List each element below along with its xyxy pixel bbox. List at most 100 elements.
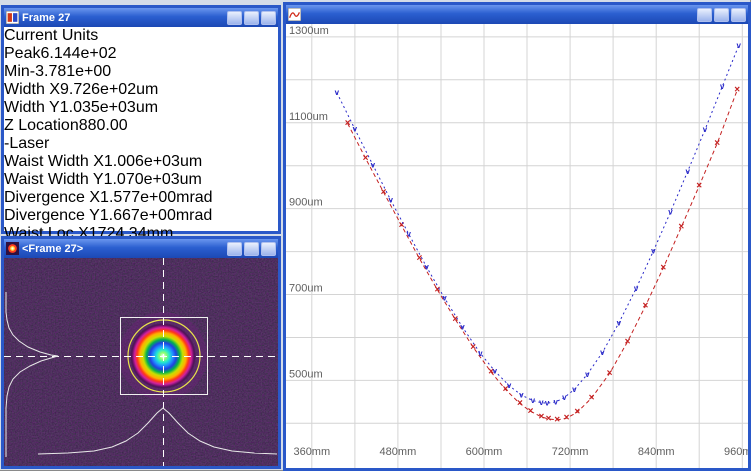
- close-button[interactable]: [261, 10, 276, 25]
- x-tick-labels: 360mm 480mm 600mm 720mm 840mm 960mm: [293, 446, 751, 458]
- chart-titlebar[interactable]: [286, 5, 748, 24]
- stats-header: Current Units: [4, 27, 278, 45]
- column-header-units: Units: [61, 27, 99, 44]
- data-marker: v: [585, 370, 590, 379]
- data-marker: ×: [734, 85, 740, 96]
- data-marker: v: [668, 208, 673, 217]
- svg-text:360mm: 360mm: [293, 446, 330, 458]
- data-marker: v: [424, 263, 429, 272]
- svg-text:1300um: 1300um: [289, 25, 329, 37]
- stat-value: 1.577e+00: [100, 189, 177, 206]
- data-marker: ×: [503, 384, 509, 395]
- data-marker: v: [531, 396, 536, 405]
- data-marker: v: [406, 230, 411, 239]
- window-title: Frame 27: [22, 11, 71, 24]
- stat-label: Peak: [4, 45, 41, 62]
- data-marker: v: [720, 82, 725, 91]
- stat-value: 9.726e+02: [60, 81, 137, 98]
- data-marker: v: [685, 167, 690, 176]
- data-marker: v: [507, 381, 512, 390]
- data-marker: ×: [678, 222, 684, 233]
- data-marker: ×: [574, 407, 580, 418]
- data-marker: ×: [363, 153, 369, 164]
- minimize-button[interactable]: [697, 7, 712, 22]
- data-marker: ×: [642, 301, 648, 312]
- maximize-button[interactable]: [244, 241, 259, 256]
- stat-units: um: [135, 99, 159, 116]
- data-marker: ×: [345, 118, 351, 129]
- data-marker: ×: [625, 336, 631, 347]
- data-marker: ×: [696, 180, 702, 191]
- beam-content: [4, 258, 278, 471]
- chart-plot: 500um 700um 900um 1100um 1300um 360mm 480mm 600…: [286, 24, 751, 468]
- data-marker: ×: [564, 413, 570, 424]
- stat-value: 6.144e+02: [40, 45, 117, 62]
- data-marker: v: [572, 385, 577, 394]
- data-marker: ×: [538, 411, 544, 422]
- stat-units: um: [179, 153, 203, 170]
- window-title: <Frame 27>: [22, 242, 84, 255]
- data-marker: ×: [399, 220, 405, 231]
- svg-text:1100um: 1100um: [289, 111, 328, 123]
- data-marker: v: [651, 247, 656, 256]
- stat-label: Width X: [4, 81, 61, 98]
- data-marker: ×: [517, 398, 523, 409]
- data-marker: v: [478, 349, 483, 358]
- data-marker: ×: [416, 253, 422, 264]
- stat-value: 1.006e+03: [103, 153, 180, 170]
- data-marker: ×: [528, 406, 534, 417]
- stats-row: Divergence Y1.667e+00mrad: [4, 207, 278, 225]
- svg-text:720mm: 720mm: [552, 446, 589, 458]
- stat-label: Waist Width Y: [4, 171, 104, 188]
- stat-label: Divergence Y: [4, 207, 100, 224]
- beam-titlebar[interactable]: <Frame 27>: [4, 239, 278, 258]
- stats-row: Divergence X1.577e+00mrad: [4, 189, 278, 207]
- data-marker: v: [539, 398, 544, 407]
- close-button[interactable]: [261, 241, 276, 256]
- y-tick-labels: 500um 700um 900um 1100um 1300um: [289, 25, 329, 380]
- close-button[interactable]: [731, 7, 746, 22]
- stat-value: 880.00: [78, 117, 128, 134]
- stat-label: Width Y: [4, 99, 60, 116]
- stats-row: -Laser: [4, 135, 278, 153]
- beam-window: <Frame 27>: [1, 236, 281, 469]
- beam-display[interactable]: [4, 258, 278, 466]
- minimize-button[interactable]: [227, 241, 242, 256]
- grid-layer: [286, 24, 748, 468]
- stats-row: Waist Width Y1.070e+03um: [4, 171, 278, 189]
- data-marker: v: [493, 367, 498, 376]
- data-marker: v: [353, 125, 358, 134]
- chart-window-icon[interactable]: [288, 8, 301, 21]
- stat-units: um: [179, 171, 202, 188]
- data-marker: v: [617, 318, 622, 327]
- data-marker: v: [545, 399, 550, 408]
- minimize-button[interactable]: [227, 10, 242, 25]
- stat-label: Divergence X: [4, 189, 101, 206]
- series-X: ××××××××××××× × × ×××××××××××: [345, 85, 741, 426]
- y-profile-curve: [5, 292, 59, 457]
- frame-window-icon[interactable]: [6, 11, 19, 24]
- svg-text:600mm: 600mm: [466, 446, 503, 458]
- stat-units: mrad: [176, 189, 213, 206]
- stat-value: 1.667e+00: [99, 207, 176, 224]
- stat-units: um: [136, 81, 159, 98]
- data-marker: v: [562, 393, 567, 402]
- stats-row: Min-3.781e+00: [4, 63, 278, 81]
- data-marker: ×: [714, 138, 720, 149]
- stat-label: Min: [4, 63, 30, 80]
- data-marker: ×: [607, 368, 613, 379]
- data-marker: v: [460, 323, 465, 332]
- data-marker: ×: [434, 284, 440, 295]
- maximize-button[interactable]: [244, 10, 259, 25]
- stats-titlebar[interactable]: Frame 27: [4, 8, 278, 27]
- data-marker: ×: [589, 393, 595, 404]
- stat-label: -Laser: [4, 135, 50, 152]
- svg-text:480mm: 480mm: [380, 446, 417, 458]
- data-marker: v: [600, 348, 605, 357]
- svg-text:960mm: 960mm: [724, 446, 748, 458]
- stat-label: Z Location: [4, 117, 79, 134]
- beam-window-icon[interactable]: [6, 242, 19, 255]
- svg-text:840mm: 840mm: [638, 446, 675, 458]
- data-marker: v: [519, 391, 524, 400]
- maximize-button[interactable]: [714, 7, 729, 22]
